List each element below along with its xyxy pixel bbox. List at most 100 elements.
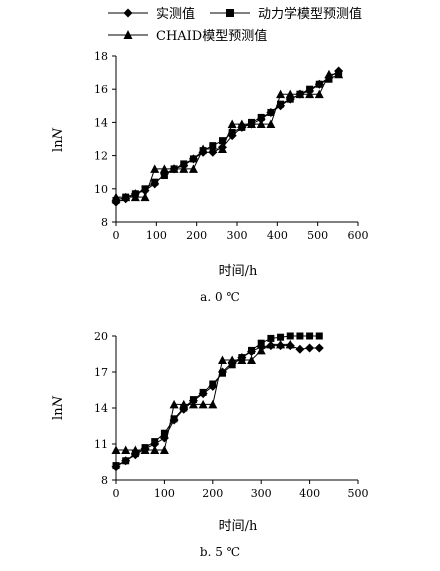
legend-diamond-marker (123, 8, 133, 18)
chart-a-series-kinetic-point (141, 185, 149, 193)
chart-a-x-tick-label: 0 (113, 229, 120, 242)
chart-a-caption: a. 0 ℃ (200, 290, 240, 304)
chart-a-series-kinetic-point (151, 178, 159, 186)
chart-a-series-chaid-point (256, 119, 266, 129)
legend-label-chaid: CHAID模型预测值 (156, 28, 267, 44)
chart-a-series-kinetic-point (306, 85, 314, 93)
chart-a-series-chaid-point (247, 119, 257, 129)
chart-b-series-kinetic-point (228, 361, 236, 369)
chart-b-series-chaid-point (285, 339, 295, 349)
chart-b-y-tick-label: 14 (94, 402, 108, 415)
chart-b-series-chaid-point (208, 399, 218, 409)
chart-a-series-kinetic-point (277, 100, 285, 108)
chart-b-y-tick-label: 17 (94, 366, 108, 379)
legend-item-chaid: CHAID模型预测值 (108, 28, 267, 44)
legend-item-measured: 实测值 (108, 6, 195, 22)
chart-a-series-chaid-point (276, 89, 286, 99)
legend-label-measured: 实测值 (156, 6, 195, 22)
chart-a-series-kinetic-point (228, 128, 236, 136)
chart-b-series-chaid-point (159, 445, 169, 454)
chart-a-series-chaid-point (198, 144, 208, 153)
chart-b-series-kinetic-point (267, 334, 275, 342)
chart-b-y-tick-label: 11 (94, 438, 108, 451)
chart-a-y-tick-label: 8 (101, 216, 108, 229)
chart-b-series-chaid-point (140, 445, 150, 454)
chart-b-series-kinetic-point (112, 462, 120, 470)
chart-b-series-measured-point (305, 343, 315, 353)
chart-b-series-kinetic-point (122, 457, 130, 465)
chart-a-x-tick-label: 100 (146, 229, 167, 242)
chart-b: 0 100 200 300 400 500 8 11 14 17 20 lnN 时间/h b. 5 … (51, 330, 369, 559)
chart-b-series-chaid-point (130, 445, 140, 454)
chart-b-series-kinetic-line (115, 335, 320, 467)
chart-a-y-tick-label: 14 (94, 116, 108, 129)
chart-a-series-chaid-point (159, 164, 169, 173)
chart-b-x-tick-label: 100 (154, 487, 175, 500)
chart-a-plot: 0 100 200 300 400 500 600 8 10 12 14 16 18 (94, 50, 369, 242)
chart-b-series-chaid-point (179, 399, 189, 409)
chart-b-series-kinetic-point (296, 332, 304, 340)
chart-a-y-tick-label: 12 (94, 150, 108, 163)
chart-b-series-kinetic-point (257, 339, 265, 347)
chart-a-series-kinetic-point (218, 137, 226, 145)
chart-a-series-kinetic-point (160, 172, 168, 180)
chart-b-series-chaid-point (188, 399, 198, 409)
chart-a-series-chaid-point (314, 89, 324, 99)
legend-square-marker (226, 9, 234, 17)
chart-a-series-chaid-point (227, 119, 237, 129)
chart-a-x-label: 时间/h (219, 264, 258, 279)
chart-a-series-chaid-point (237, 119, 247, 129)
chart-b-series-kinetic-point (277, 333, 285, 341)
chart-a-series-chaid-point (266, 119, 276, 129)
chart-b-series-chaid-point (266, 339, 276, 349)
chart-a-series-chaid-point (130, 192, 140, 202)
chart-b-series-kinetic-point (248, 346, 256, 354)
chart-a-series-chaid-point (121, 192, 131, 202)
chart-a-series-chaid-point (295, 89, 305, 99)
chart-a-series-kinetic-point (325, 75, 333, 83)
chart-b-series-chaid-point (150, 445, 160, 454)
chart-b-series-chaid-point (198, 399, 208, 409)
chart-b-series-chaid-point (237, 355, 247, 364)
chart-b-series-kinetic-point (315, 332, 323, 340)
chart-b-x-tick-label: 500 (348, 487, 369, 500)
chart-a-series-chaid-point (324, 69, 334, 79)
chart-a-series-chaid-point (285, 89, 295, 99)
chart-b-series-kinetic-point (199, 388, 207, 396)
chart-b-x-tick-label: 300 (251, 487, 272, 500)
chart-a-series-kinetic-point (180, 160, 188, 168)
chart-a-series-chaid-point (179, 164, 189, 173)
chart-a-series-kinetic-point (189, 155, 197, 163)
chart-b-series-measured-point (295, 344, 305, 354)
chart-a-series-chaid-point (150, 164, 160, 173)
chart-b-x-label: 时间/h (219, 519, 258, 534)
chart-b-caption: b. 5 ℃ (200, 545, 240, 559)
chart-a-series-kinetic-point (315, 80, 323, 88)
chart-a-series-kinetic-point (286, 95, 294, 103)
chart-a-series-kinetic-point (257, 113, 265, 121)
chart-b-series-chaid-point (169, 399, 179, 409)
legend: 实测值 动力学模型预测值 CHAID模型预测值 (108, 6, 362, 44)
chart-b-series-chaid-point (111, 445, 121, 454)
chart-a-series-chaid-point (140, 192, 150, 202)
chart-a-series-chaid-point (217, 144, 227, 153)
chart-a-y-tick-label: 18 (94, 50, 108, 63)
chart-a-series-chaid-point (305, 89, 315, 99)
chart-b-x-tick-label: 0 (113, 487, 120, 500)
chart-b-series-chaid-point (247, 355, 257, 364)
chart-b-series-chaid-point (276, 339, 286, 349)
chart-a-series-chaid-point (334, 69, 344, 79)
chart-a-x-tick-label: 300 (227, 229, 248, 242)
chart-b-series-kinetic-point (151, 438, 159, 446)
chart-b-series-kinetic-point (189, 396, 197, 404)
chart-a-series-kinetic-point (267, 108, 275, 116)
chart-b-x-tick-label: 200 (202, 487, 223, 500)
chart-a-x-tick-label: 400 (267, 229, 288, 242)
chart-a-x-tick-label: 600 (348, 229, 369, 242)
chart-b-x-tick-label: 400 (299, 487, 320, 500)
chart-b-series-measured-point (314, 343, 324, 353)
chart-b-series-kinetic-point (170, 415, 178, 423)
chart-b-series-kinetic-point (160, 429, 168, 437)
chart-b-series-chaid-point (121, 445, 131, 454)
